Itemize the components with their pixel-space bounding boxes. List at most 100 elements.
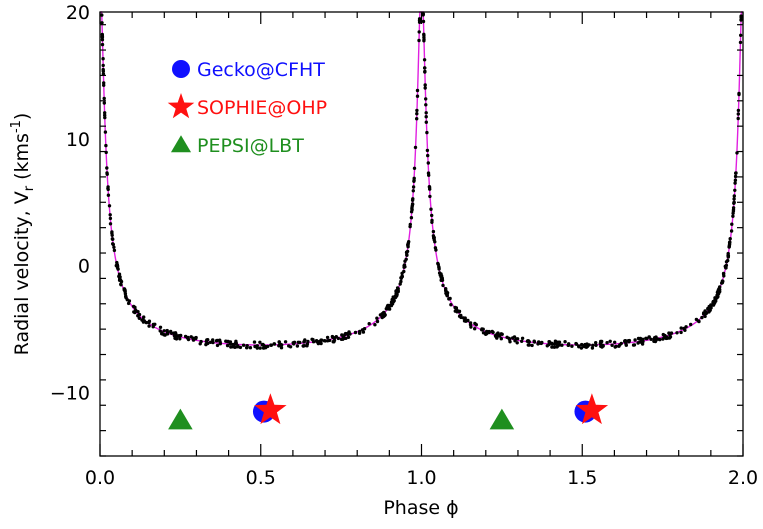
- legend: Gecko@CFHT SOPHIE@OHP PEPSI@LBT: [167, 59, 327, 157]
- observation-point: [225, 343, 230, 348]
- observation-point: [440, 278, 445, 282]
- observation-point: [594, 341, 598, 345]
- observation-point: [640, 342, 645, 346]
- observation-point: [739, 15, 743, 20]
- observation-point: [580, 342, 584, 347]
- legend-circle-icon: [172, 60, 190, 78]
- observation-point: [417, 18, 422, 23]
- observation-point: [410, 202, 415, 207]
- observation-point: [165, 332, 170, 336]
- observation-point: [665, 335, 669, 340]
- observation-point: [707, 308, 712, 313]
- observation-point: [124, 296, 128, 300]
- observation-point: [656, 337, 660, 341]
- observation-point: [178, 337, 182, 341]
- observation-point: [344, 336, 348, 340]
- observation-point: [348, 332, 352, 336]
- observation-point: [228, 342, 232, 346]
- observation-point: [115, 260, 119, 265]
- observation-point: [136, 314, 140, 318]
- axis-ticks-group: [99, 12, 744, 457]
- observation-point: [608, 339, 612, 343]
- observation-point: [468, 323, 473, 327]
- observation-point: [422, 37, 426, 41]
- observation-point: [679, 326, 683, 330]
- observation-point: [292, 342, 296, 346]
- observation-point: [261, 346, 266, 350]
- observation-point: [100, 32, 105, 37]
- observation-point: [714, 299, 718, 303]
- observation-point: [560, 343, 564, 347]
- observation-point: [444, 287, 448, 291]
- observation-point: [375, 316, 379, 320]
- observation-point: [579, 346, 584, 350]
- observation-point: [119, 279, 124, 284]
- x-tick-label: 2.0: [728, 467, 758, 489]
- observation-point: [733, 181, 737, 185]
- observation-point: [733, 188, 737, 192]
- observation-point: [194, 335, 198, 340]
- y-tick-label: 10: [66, 129, 90, 151]
- observation-point: [272, 342, 276, 346]
- observation-point: [720, 279, 725, 283]
- observation-point: [110, 233, 114, 237]
- observation-point: [487, 329, 491, 334]
- observation-point: [613, 340, 617, 344]
- observation-point: [495, 336, 499, 340]
- observation-point: [405, 253, 409, 257]
- observation-point: [323, 339, 327, 343]
- observation-point: [683, 328, 687, 332]
- observation-point: [211, 340, 215, 345]
- x-tick-label: 1.0: [406, 467, 436, 489]
- observation-point: [457, 309, 462, 313]
- observation-point: [412, 176, 416, 180]
- observation-point: [104, 143, 108, 148]
- observation-point: [415, 117, 419, 121]
- observation-point: [141, 317, 145, 322]
- observation-point: [598, 341, 602, 346]
- observation-point: [343, 331, 348, 336]
- observation-point: [394, 294, 398, 298]
- observation-point: [536, 342, 540, 346]
- observation-point: [627, 338, 632, 343]
- observation-point: [550, 345, 554, 349]
- observation-point: [389, 300, 394, 304]
- observation-point: [241, 343, 246, 347]
- observation-point: [413, 145, 418, 150]
- observation-point: [527, 343, 531, 347]
- observation-point: [703, 314, 707, 319]
- observation-point: [473, 327, 477, 331]
- observation-point: [425, 130, 429, 135]
- observation-point: [429, 207, 433, 211]
- observation-point: [102, 81, 106, 85]
- observation-point: [160, 332, 164, 336]
- observation-point: [412, 179, 416, 183]
- observation-point: [415, 94, 420, 98]
- observation-point: [739, 33, 743, 37]
- observation-point: [411, 185, 416, 189]
- observation-point: [100, 38, 105, 42]
- observation-point: [675, 331, 679, 335]
- observation-point: [314, 339, 319, 343]
- observation-point: [423, 86, 427, 90]
- observation-point: [736, 108, 741, 113]
- observation-point: [410, 207, 414, 211]
- observation-point: [730, 222, 734, 226]
- observation-point: [577, 344, 581, 348]
- observation-point: [532, 340, 537, 344]
- observation-point: [116, 267, 120, 271]
- observation-point: [424, 103, 428, 107]
- observation-point: [106, 187, 110, 192]
- observation-point: [165, 328, 169, 333]
- observation-point: [100, 21, 104, 25]
- observation-point: [515, 341, 519, 345]
- observation-point: [103, 113, 107, 117]
- y-tick-label: 0: [78, 256, 90, 278]
- observation-point: [248, 346, 253, 350]
- observation-point: [619, 341, 623, 346]
- observation-point: [252, 340, 257, 344]
- observation-point: [373, 323, 377, 327]
- observation-point: [724, 263, 729, 268]
- observation-point: [421, 13, 425, 17]
- observation-point: [158, 325, 163, 329]
